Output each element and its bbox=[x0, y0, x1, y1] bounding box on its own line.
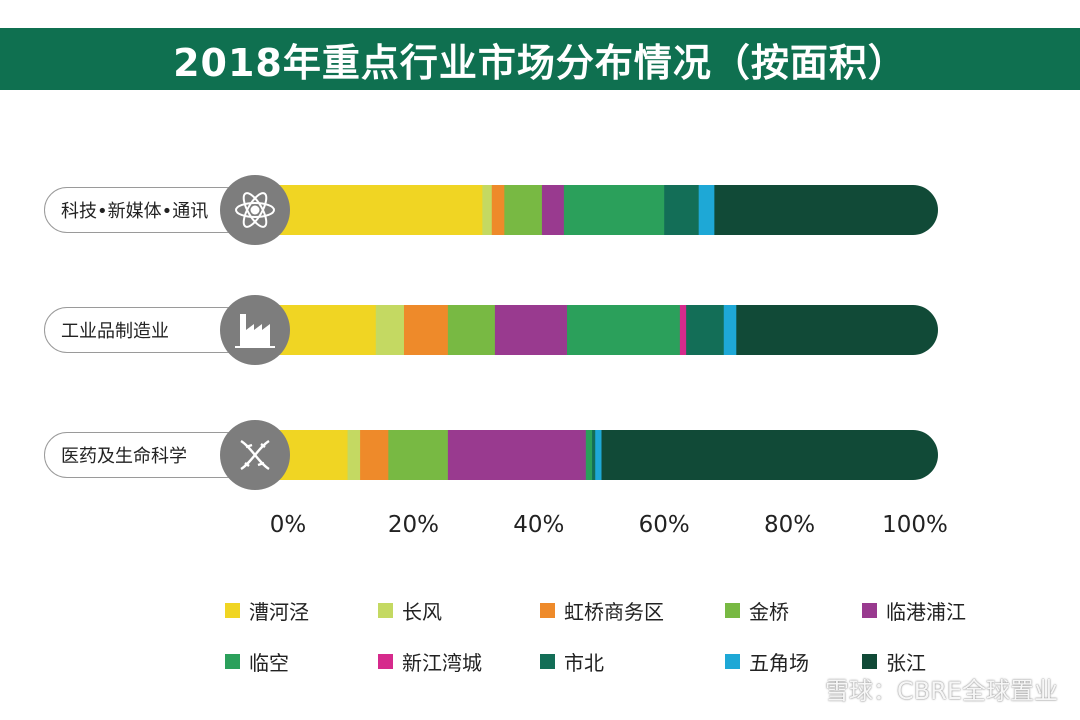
legend-swatch bbox=[378, 654, 393, 669]
stacked-bar-svg bbox=[255, 185, 938, 235]
legend-label: 张江 bbox=[886, 651, 926, 675]
bar-segment bbox=[595, 430, 602, 480]
legend-item: 张江 bbox=[862, 647, 926, 676]
x-tick-label: 100% bbox=[882, 512, 948, 538]
bar-segment bbox=[664, 185, 700, 235]
legend-label: 新江湾城 bbox=[402, 651, 482, 675]
legend-swatch bbox=[378, 603, 393, 618]
legend-item: 临空 bbox=[225, 647, 289, 676]
legend-item: 金桥 bbox=[725, 596, 789, 625]
legend-swatch bbox=[725, 654, 740, 669]
stacked-bar-svg bbox=[255, 430, 938, 480]
bar-segment bbox=[698, 185, 715, 235]
legend-item: 漕河泾 bbox=[225, 596, 309, 625]
bar-segment bbox=[447, 305, 496, 355]
bar-segment bbox=[686, 305, 725, 355]
legend-label: 长风 bbox=[402, 600, 442, 624]
category-label: 工业品制造业 bbox=[44, 307, 249, 353]
x-tick-label: 0% bbox=[269, 512, 307, 538]
bar-segment bbox=[403, 305, 449, 355]
legend-item: 市北 bbox=[540, 647, 604, 676]
watermark-text: 雪球：CBRE全球置业 bbox=[824, 677, 1058, 705]
legend-swatch bbox=[225, 654, 240, 669]
bar-segment bbox=[482, 185, 493, 235]
bar-segment bbox=[288, 430, 349, 480]
legend-label: 临港浦江 bbox=[886, 600, 966, 624]
legend-label: 虹桥商务区 bbox=[564, 600, 664, 624]
legend-swatch bbox=[225, 603, 240, 618]
legend-item: 临港浦江 bbox=[862, 596, 966, 625]
bar-segment bbox=[563, 185, 665, 235]
bar-segment bbox=[347, 430, 361, 480]
bar-segment bbox=[714, 185, 938, 235]
x-tick-label: 60% bbox=[638, 512, 690, 538]
bar-segment bbox=[601, 430, 938, 480]
x-tick-label: 20% bbox=[387, 512, 439, 538]
stacked-bar-row bbox=[255, 430, 938, 480]
watermark: 雪球：CBRE全球置业 bbox=[791, 671, 1058, 706]
snowball-logo-icon bbox=[791, 676, 817, 701]
bar-segment bbox=[592, 430, 596, 480]
bar-segment bbox=[360, 430, 389, 480]
legend-swatch bbox=[540, 603, 555, 618]
bar-segment bbox=[567, 305, 681, 355]
bar-segment bbox=[541, 185, 565, 235]
category-label: 科技•新媒体•通讯 bbox=[44, 187, 249, 233]
legend-label: 临空 bbox=[249, 651, 289, 675]
legend-label: 市北 bbox=[564, 651, 604, 675]
x-tick-label: 80% bbox=[764, 512, 816, 538]
legend-item: 虹桥商务区 bbox=[540, 596, 664, 625]
legend-item: 新江湾城 bbox=[378, 647, 482, 676]
category-label: 医药及生命科学 bbox=[44, 432, 249, 478]
atom-icon bbox=[220, 175, 290, 245]
bar-segment bbox=[447, 430, 587, 480]
bar-segment bbox=[504, 185, 543, 235]
legend-swatch bbox=[862, 654, 877, 669]
legend-swatch bbox=[725, 603, 740, 618]
legend-item: 长风 bbox=[378, 596, 442, 625]
stacked-bar-row bbox=[255, 185, 938, 235]
legend-label: 漕河泾 bbox=[249, 600, 309, 624]
bar-segment bbox=[585, 430, 593, 480]
legend-label: 金桥 bbox=[749, 600, 789, 624]
legend-swatch bbox=[862, 603, 877, 618]
bar-segment bbox=[388, 430, 449, 480]
legend-item: 五角场 bbox=[725, 647, 809, 676]
bar-segment bbox=[288, 305, 377, 355]
x-tick-label: 40% bbox=[513, 512, 565, 538]
bar-segment bbox=[723, 305, 737, 355]
legend-swatch bbox=[540, 654, 555, 669]
stacked-bar-svg bbox=[255, 305, 938, 355]
factory-icon bbox=[220, 295, 290, 365]
legend-label: 五角场 bbox=[749, 651, 809, 675]
bar-segment bbox=[375, 305, 405, 355]
stacked-bar-row bbox=[255, 305, 938, 355]
bar-segment bbox=[491, 185, 505, 235]
bar-segment bbox=[288, 185, 483, 235]
chart-title: 2018年重点行业市场分布情况（按面积） bbox=[0, 28, 1080, 90]
bar-segment bbox=[736, 305, 938, 355]
bar-segment bbox=[679, 305, 687, 355]
bar-segment bbox=[494, 305, 568, 355]
dna-icon bbox=[220, 420, 290, 490]
